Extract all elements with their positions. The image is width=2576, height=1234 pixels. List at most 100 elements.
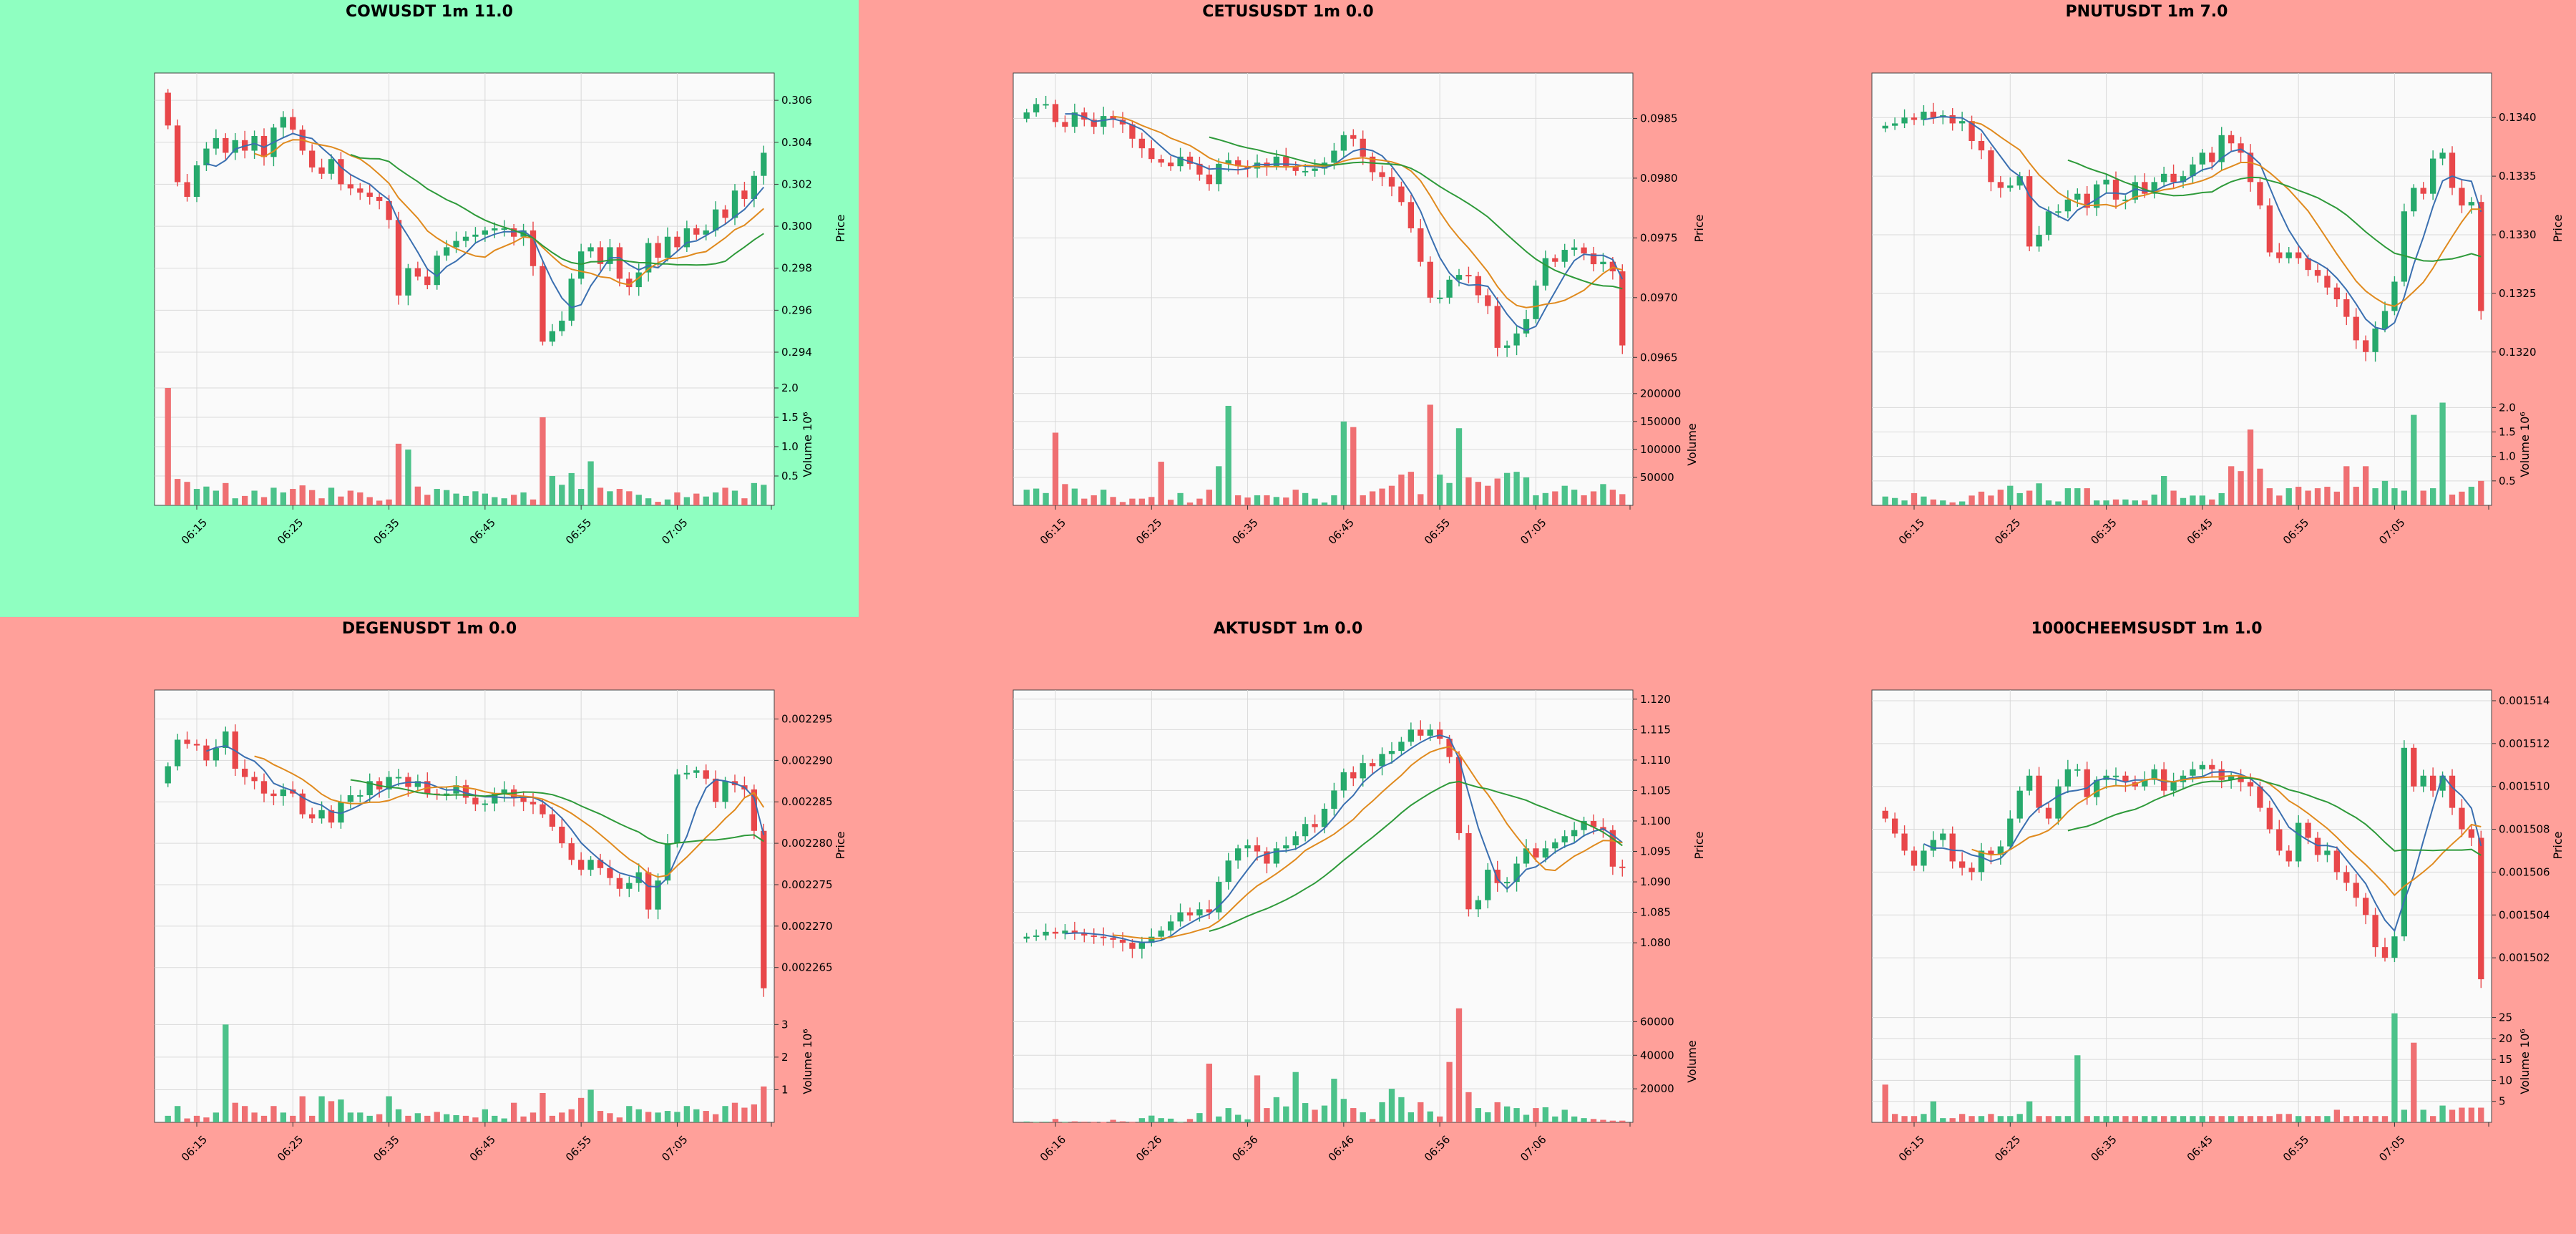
volume-bar — [1379, 1102, 1385, 1122]
candle-body — [1350, 135, 1357, 139]
candle-body — [424, 276, 431, 286]
volume-bar — [347, 490, 354, 505]
candle-body — [1901, 833, 1908, 851]
volume-bar — [1891, 497, 1898, 505]
volume-bar — [2420, 1109, 2426, 1122]
volume-bar — [482, 1109, 489, 1122]
volume-bar — [280, 492, 287, 505]
volume-bar — [213, 490, 220, 505]
volume-bar — [434, 1112, 440, 1122]
chart-svg: 1.120 1.115 1.110 1.105 1.100 1.095 1.090 1.085… — [1013, 689, 1706, 1164]
volume-bar — [664, 1111, 671, 1122]
volume-bar — [2103, 1116, 2109, 1122]
volume-bar — [414, 486, 421, 505]
volume-tick-label: 100000 — [1640, 443, 1681, 456]
volume-bar — [2324, 1116, 2331, 1122]
volume-bar — [1997, 490, 2004, 505]
candle-body — [223, 731, 229, 749]
volume-bar — [1234, 495, 1241, 505]
candle-body — [414, 781, 421, 787]
volume-bar — [2209, 499, 2215, 505]
volume-bar — [540, 417, 546, 505]
candle-body — [1043, 104, 1049, 106]
candle-body — [1331, 150, 1337, 163]
volume-bar — [1542, 492, 1549, 505]
candle-body — [2391, 936, 2398, 958]
candle-body — [1418, 729, 1424, 736]
volume-bar — [1503, 472, 1511, 505]
chart-svg: 0.306 0.304 0.302 0.300 0.298 0.296 0.294 2.0 1.… — [154, 72, 847, 547]
volume-bar — [2401, 490, 2408, 505]
candle-body — [1988, 850, 1994, 855]
candle-body — [1234, 160, 1241, 167]
candle-body — [1958, 121, 1966, 124]
candle-body — [1552, 842, 1558, 849]
volume-bar — [520, 492, 527, 505]
volume-bar — [2372, 1116, 2379, 1122]
candle-body — [2199, 764, 2206, 769]
volume-bar — [2055, 501, 2062, 505]
volume-bar — [366, 1115, 373, 1122]
volume-bar — [1958, 501, 1966, 505]
volume-bar — [616, 489, 623, 505]
candle-body — [1475, 276, 1482, 296]
volume-bar — [318, 1096, 325, 1122]
candle-body — [2449, 775, 2456, 808]
candle-body — [1302, 824, 1309, 837]
volume-bar — [2276, 495, 2283, 505]
price-tick-label: 0.002270 — [781, 920, 833, 933]
volume-bar — [2314, 488, 2321, 505]
candle-body — [597, 860, 604, 868]
volume-tick-label: 1 — [781, 1083, 789, 1096]
chart-title: CETUSUSDT 1m 0.0 — [1202, 3, 1374, 21]
candle-body — [683, 228, 691, 248]
candle-body — [1283, 156, 1289, 167]
ma20-line — [350, 779, 764, 845]
volume-bar — [1071, 488, 1078, 505]
volume-bar — [2132, 1116, 2139, 1122]
candle-body — [674, 236, 680, 248]
candle-body — [2285, 252, 2292, 258]
volume-bar — [2199, 1116, 2206, 1122]
volume-bar — [626, 491, 633, 505]
price-tick-label: 0.002280 — [781, 837, 833, 850]
candle-body — [462, 785, 469, 798]
volume-bar — [1283, 497, 1289, 505]
candle-body — [174, 739, 181, 767]
candle-body — [357, 188, 364, 193]
candle-body — [2045, 807, 2052, 819]
price-tick-label: 1.120 — [1640, 693, 1671, 706]
candle-body — [1033, 935, 1040, 937]
volume-bar — [386, 1096, 392, 1122]
candle-body — [2190, 769, 2196, 776]
x-tick-label: 06:45 — [2185, 516, 2215, 547]
candle-body — [577, 251, 585, 279]
volume-bar — [1254, 1075, 1261, 1122]
x-tick-label: 07:05 — [2376, 1133, 2407, 1164]
candle-body — [2381, 311, 2389, 329]
volume-bar — [1949, 502, 1956, 505]
candle-body — [2064, 199, 2072, 212]
volume-bar — [1331, 1079, 1337, 1122]
volume-bar — [232, 1102, 238, 1122]
chart-svg: 0.0985 0.0980 0.0975 0.0970 0.0965 200000 1500… — [1013, 72, 1706, 547]
candle-body — [1283, 845, 1289, 849]
candle-body — [2228, 775, 2235, 780]
volume-bar — [2439, 402, 2446, 505]
candle-body — [1427, 729, 1433, 736]
volume-bar — [328, 487, 335, 505]
volume-bar — [2142, 1116, 2148, 1122]
candle-body — [2343, 872, 2350, 883]
candle-body — [1436, 297, 1443, 299]
candle-body — [1485, 870, 1491, 900]
candle-body — [1148, 936, 1155, 943]
volume-bar — [223, 1024, 229, 1122]
volume-bar — [443, 490, 450, 505]
candle-body — [184, 739, 190, 744]
volume-bar — [213, 1112, 220, 1122]
candle-body — [1167, 921, 1174, 931]
volume-bar — [587, 461, 594, 505]
volume-bar — [2132, 500, 2139, 505]
volume-bar — [1023, 490, 1030, 505]
